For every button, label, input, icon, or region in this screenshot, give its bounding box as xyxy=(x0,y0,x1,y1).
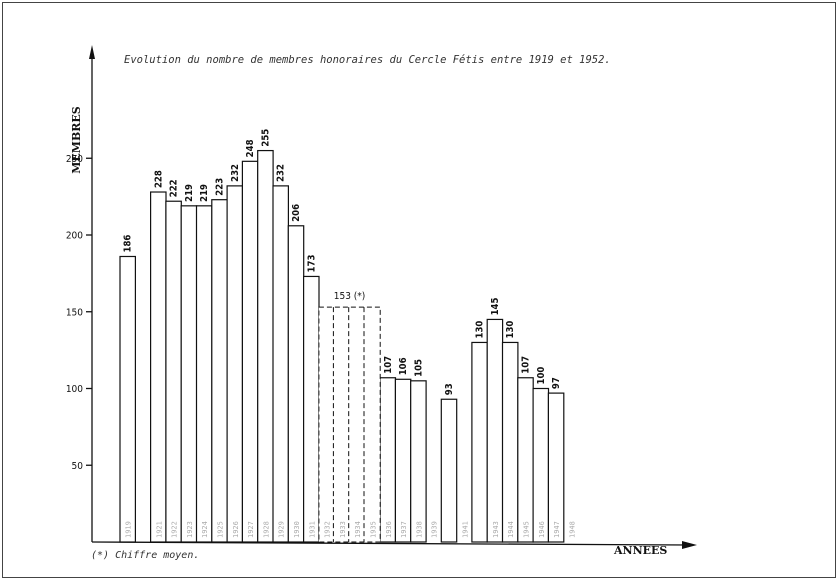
year-label: 1947 xyxy=(553,521,561,538)
bar-value-label: 248 xyxy=(245,139,256,157)
y-tick-label: 150 xyxy=(66,307,83,318)
bar-value-label: 206 xyxy=(291,204,302,222)
bar-value-label: 222 xyxy=(169,179,180,197)
year-label: 1937 xyxy=(400,521,408,538)
bar-value-label: 228 xyxy=(153,170,164,188)
bar-value-label: 100 xyxy=(536,367,547,385)
bar xyxy=(226,185,244,543)
year-label: 1934 xyxy=(354,521,362,538)
y-axis-label: MEMBRES xyxy=(70,106,83,174)
year-label: 1946 xyxy=(538,521,546,538)
bar-value-label: 97 xyxy=(551,377,562,389)
bar xyxy=(257,149,274,543)
bar xyxy=(440,398,458,543)
year-label: 1927 xyxy=(247,521,255,538)
bar-value-label: 106 xyxy=(398,357,409,375)
year-labels: 1919 1921 1922 1923 1924 1925 1926 1927 1928 1929… xyxy=(125,521,577,538)
y-axis-arrow xyxy=(89,45,95,59)
bar xyxy=(532,387,550,543)
bar xyxy=(195,205,213,543)
y-ticks: 50 100 150 200 250 xyxy=(66,154,92,472)
bar-value-label: 107 xyxy=(521,356,532,374)
y-tick-label: 100 xyxy=(66,384,83,395)
bar-value-label: 186 xyxy=(123,235,134,253)
year-label: 1931 xyxy=(308,521,316,538)
y-tick-label: 250 xyxy=(66,154,83,165)
bar xyxy=(211,199,228,543)
bar-value-label: 232 xyxy=(276,164,287,182)
year-label: 1941 xyxy=(461,521,469,538)
year-label: 1919 xyxy=(125,521,133,538)
chart-title: Evolution du nombre de membres honoraire… xyxy=(124,54,611,66)
bar-value-label: 173 xyxy=(306,255,317,273)
year-label: 1944 xyxy=(507,521,515,538)
bar xyxy=(394,378,412,543)
bar xyxy=(180,205,198,543)
year-label: 1924 xyxy=(201,521,209,538)
bar-value-label: 107 xyxy=(383,356,394,374)
bars xyxy=(119,149,565,543)
bar xyxy=(379,377,397,543)
y-tick-label: 50 xyxy=(72,461,84,472)
bar xyxy=(287,225,305,543)
year-label: 1922 xyxy=(171,521,179,538)
bar xyxy=(410,380,427,543)
bar xyxy=(150,191,167,543)
year-label: 1943 xyxy=(492,521,500,538)
bar-value-label: 93 xyxy=(444,383,455,395)
y-tick-label: 200 xyxy=(66,231,83,242)
bar-value-label: 130 xyxy=(505,321,516,339)
bar-value-label: 219 xyxy=(184,184,195,202)
bar-value-label: 145 xyxy=(490,298,501,316)
year-label: 1928 xyxy=(262,521,270,538)
bar-value-label: 232 xyxy=(230,164,241,182)
bar-value-label: 130 xyxy=(475,321,486,339)
year-label: 1932 xyxy=(324,521,332,538)
year-label: 1938 xyxy=(415,521,423,538)
footnote: (*) Chiffre moyen. xyxy=(91,550,199,561)
bar xyxy=(486,318,504,543)
year-label: 1948 xyxy=(568,521,576,538)
year-label: 1939 xyxy=(431,521,439,538)
bar-value-label: 105 xyxy=(413,359,424,377)
x-axis-arrow xyxy=(682,541,697,549)
bar-value-label: 219 xyxy=(199,184,210,202)
bar xyxy=(119,255,136,543)
year-label: 1923 xyxy=(186,521,194,538)
bar-value-label: 223 xyxy=(215,178,226,196)
year-label: 1925 xyxy=(217,521,225,538)
bar-value-label: 255 xyxy=(260,129,271,147)
bar xyxy=(272,185,289,543)
estimated-bar-block xyxy=(318,306,381,543)
year-label: 1929 xyxy=(278,521,286,538)
bar xyxy=(501,341,519,543)
bar xyxy=(547,392,565,543)
year-label: 1935 xyxy=(370,521,378,538)
value-labels: 186 228 222 219 219 223 232 248 255 232 206 173 107 1… xyxy=(123,129,562,396)
bar xyxy=(471,341,488,543)
x-axis-label: ANNEES xyxy=(613,544,667,557)
bar xyxy=(241,160,259,543)
year-label: 1930 xyxy=(293,521,301,538)
year-label: 1933 xyxy=(339,521,347,538)
year-label: 1936 xyxy=(385,521,393,538)
year-label: 1945 xyxy=(523,521,531,538)
bar xyxy=(165,200,182,543)
bar xyxy=(303,275,320,543)
year-label: 1926 xyxy=(232,521,240,538)
year-label: 1921 xyxy=(155,521,163,538)
estimated-value-label: 153 (*) xyxy=(334,291,366,302)
bar xyxy=(517,377,534,543)
